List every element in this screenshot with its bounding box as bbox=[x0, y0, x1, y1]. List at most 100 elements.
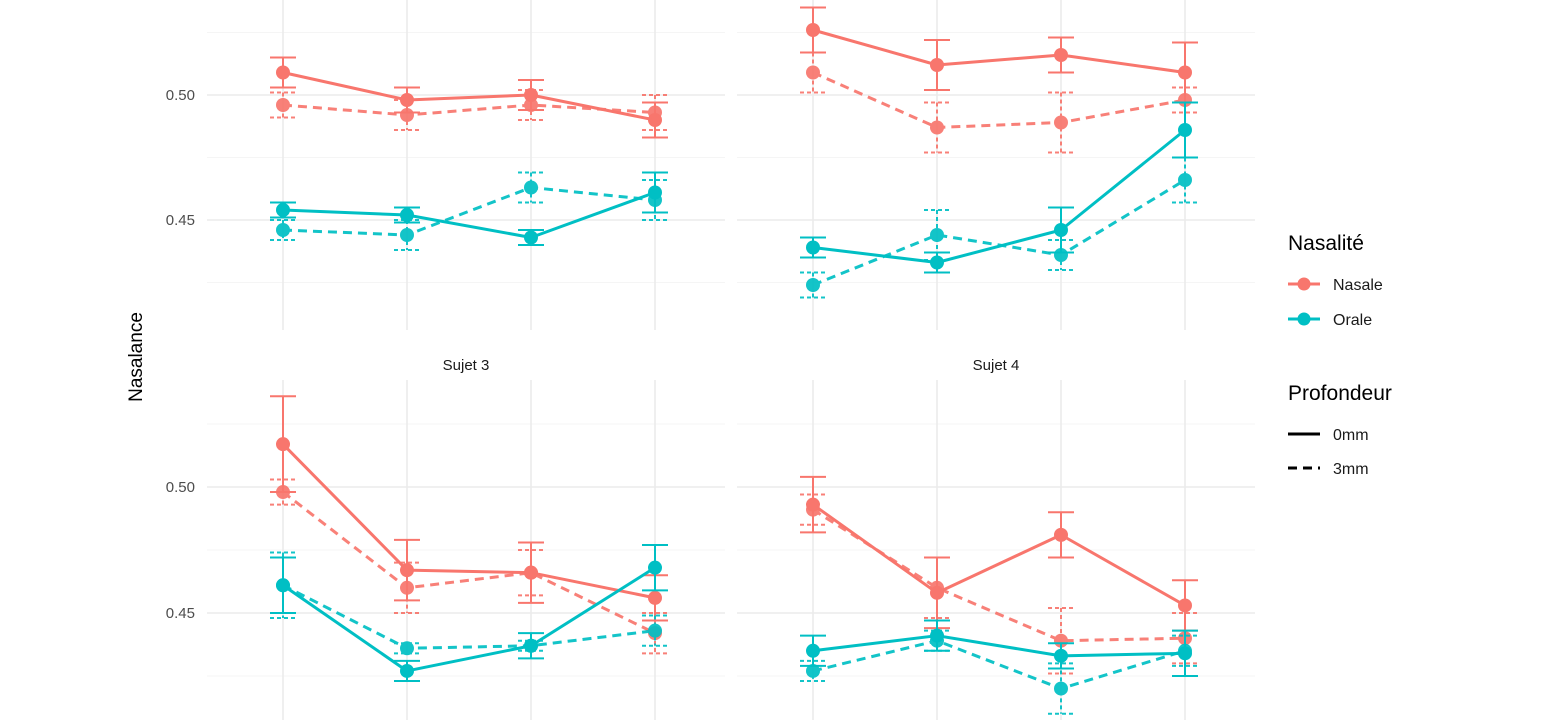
series-line bbox=[282, 191, 656, 239]
data-point bbox=[648, 193, 662, 207]
series-line bbox=[812, 128, 1186, 264]
data-point bbox=[930, 58, 944, 72]
data-point bbox=[1178, 643, 1192, 658]
data-point bbox=[806, 278, 820, 292]
series-nasale-0mm bbox=[800, 475, 1198, 632]
legend-item-0mm: 0mm bbox=[1288, 427, 1369, 444]
data-point bbox=[276, 485, 290, 500]
series-line bbox=[812, 503, 1186, 607]
legend-label: 3mm bbox=[1333, 461, 1369, 478]
y-axis-title: Nasalance bbox=[126, 312, 147, 402]
legend-item-3mm: 3mm bbox=[1288, 461, 1369, 478]
y-tick-label: 0.45 bbox=[166, 212, 195, 229]
data-point bbox=[1054, 681, 1068, 696]
legend-label: Nasale bbox=[1333, 277, 1383, 294]
panel-1-series bbox=[270, 56, 668, 251]
data-point bbox=[276, 98, 290, 112]
data-point bbox=[276, 223, 290, 237]
data-point bbox=[806, 502, 820, 517]
y-tick-label: 0.50 bbox=[166, 87, 195, 104]
series-nasale-0mm bbox=[270, 56, 668, 139]
data-point bbox=[648, 623, 662, 638]
data-point bbox=[648, 105, 662, 120]
legend-item-orale: Orale bbox=[1288, 312, 1372, 329]
data-point bbox=[524, 638, 538, 653]
data-point bbox=[524, 88, 538, 102]
data-point bbox=[524, 230, 538, 245]
series-nasale-3mm bbox=[270, 478, 668, 655]
series-line bbox=[812, 508, 1186, 643]
series-line bbox=[282, 583, 656, 650]
error-bar bbox=[642, 612, 668, 655]
series-orale-3mm bbox=[800, 156, 1198, 299]
data-point bbox=[400, 228, 414, 242]
error-bar bbox=[1172, 86, 1198, 114]
series-nasale-3mm bbox=[800, 51, 1198, 154]
data-point bbox=[276, 203, 290, 217]
data-point bbox=[1178, 173, 1192, 187]
legend-key-point bbox=[1297, 312, 1311, 326]
panel-3 bbox=[207, 380, 725, 720]
data-point bbox=[400, 641, 414, 656]
data-point bbox=[1178, 123, 1192, 137]
y-tick-label: 0.50 bbox=[166, 479, 195, 496]
series-nasale-3mm bbox=[270, 89, 668, 131]
error-bar bbox=[800, 51, 826, 94]
legend-title-profondeur: Profondeur bbox=[1288, 382, 1392, 405]
series-line bbox=[812, 28, 1186, 74]
series-line bbox=[282, 566, 656, 673]
error-bar bbox=[642, 179, 668, 221]
series-orale-3mm bbox=[270, 551, 668, 656]
data-point bbox=[1054, 115, 1068, 130]
data-point bbox=[806, 643, 820, 658]
data-point bbox=[524, 565, 538, 580]
series-line bbox=[282, 490, 656, 635]
strip-label: Sujet 3 bbox=[443, 357, 490, 374]
data-point bbox=[276, 437, 290, 452]
error-bar bbox=[270, 551, 296, 620]
data-point bbox=[930, 580, 944, 595]
data-point bbox=[276, 578, 290, 593]
data-point bbox=[276, 65, 290, 80]
series-line bbox=[282, 71, 656, 122]
series-line bbox=[281, 443, 656, 600]
data-point bbox=[1054, 248, 1068, 262]
data-point bbox=[1054, 223, 1068, 237]
data-point bbox=[648, 590, 662, 605]
data-point bbox=[400, 108, 414, 122]
legend: Nasalité Nasale Orale Profondeur 0mm 3mm bbox=[1288, 232, 1392, 478]
gridlines bbox=[207, 0, 1255, 720]
data-point bbox=[648, 560, 662, 575]
legend-label: 0mm bbox=[1333, 427, 1369, 444]
series-orale-3mm bbox=[800, 629, 1198, 715]
panel-4-series bbox=[800, 475, 1198, 715]
error-bar bbox=[270, 478, 296, 506]
data-point bbox=[1054, 648, 1068, 663]
data-layer bbox=[270, 6, 1198, 715]
data-point bbox=[930, 120, 944, 135]
data-point bbox=[930, 255, 944, 270]
y-tick-label: 0.45 bbox=[166, 605, 195, 622]
data-point bbox=[806, 663, 820, 678]
data-point bbox=[930, 633, 944, 648]
series-line bbox=[812, 634, 1186, 658]
panel-2-series bbox=[800, 6, 1198, 299]
panel-1 bbox=[207, 0, 725, 330]
data-point bbox=[806, 240, 820, 255]
data-point bbox=[400, 580, 414, 595]
data-point bbox=[806, 23, 820, 37]
data-point bbox=[1178, 65, 1192, 80]
legend-item-nasale: Nasale bbox=[1288, 277, 1383, 294]
series-orale-0mm bbox=[800, 619, 1198, 677]
series-line bbox=[282, 103, 656, 117]
data-point bbox=[524, 98, 538, 112]
error-bar bbox=[270, 91, 296, 119]
data-point bbox=[524, 180, 538, 195]
legend-title-nasalite: Nasalité bbox=[1288, 232, 1364, 255]
data-point bbox=[1054, 527, 1068, 542]
series-line bbox=[812, 639, 1186, 691]
data-point bbox=[1178, 598, 1192, 613]
data-point bbox=[1054, 48, 1068, 62]
legend-label: Orale bbox=[1333, 312, 1372, 329]
